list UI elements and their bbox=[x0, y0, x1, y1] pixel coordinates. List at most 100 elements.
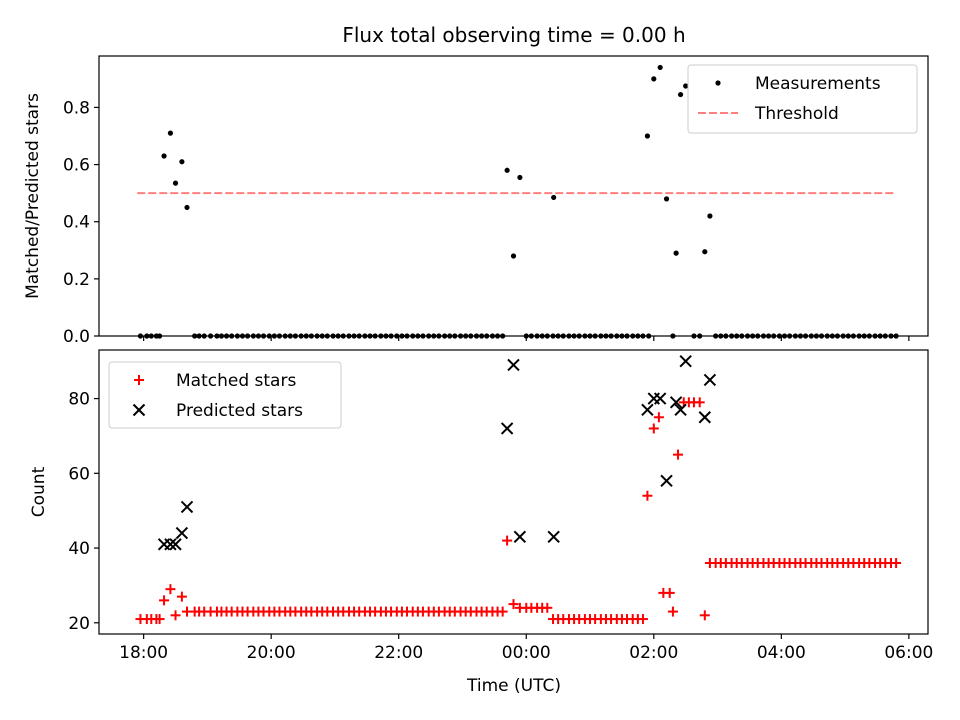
measurement-point bbox=[539, 333, 545, 339]
matched-stars-point bbox=[891, 558, 902, 568]
measurement-point bbox=[356, 333, 362, 339]
measurement-point bbox=[250, 333, 256, 339]
matched-stars-point bbox=[170, 610, 181, 621]
measurement-point bbox=[457, 333, 464, 339]
x-tick-label: 22:00 bbox=[374, 643, 423, 663]
predicted-stars-point bbox=[674, 403, 687, 416]
measurement-point bbox=[697, 333, 703, 339]
measurement-point bbox=[702, 249, 708, 255]
measurement-point bbox=[282, 333, 288, 339]
measurement-point bbox=[351, 333, 357, 339]
measurement-point bbox=[404, 333, 410, 339]
measurement-point bbox=[260, 333, 267, 339]
measurement-point bbox=[340, 333, 346, 339]
y-tick-label: 60 bbox=[68, 464, 90, 484]
measurement-point bbox=[463, 333, 469, 339]
measurement-point bbox=[797, 333, 804, 339]
measurement-point bbox=[234, 333, 240, 339]
measurement-point bbox=[335, 333, 341, 339]
measurement-point bbox=[560, 333, 566, 339]
measurement-point bbox=[207, 333, 214, 339]
measurement-point bbox=[872, 333, 878, 339]
measurement-point bbox=[781, 333, 788, 339]
predicted-stars-point bbox=[513, 530, 527, 544]
x-tick-label: 02:00 bbox=[629, 643, 678, 663]
measurement-point bbox=[484, 333, 490, 339]
measurement-point bbox=[555, 333, 561, 339]
measurement-point bbox=[388, 333, 394, 339]
bottom-panel-counts: 18:00 20:00 22:00 00:00 02:00 04:00 06:00 20 40 6… bbox=[29, 349, 933, 663]
measurement-point bbox=[148, 333, 154, 339]
predicted-stars-point bbox=[169, 538, 182, 551]
measurement-point bbox=[571, 333, 577, 339]
measurement-point bbox=[683, 83, 689, 89]
measurement-point bbox=[172, 180, 179, 186]
y-axis-label: Count bbox=[29, 466, 49, 517]
measurement-point bbox=[792, 333, 798, 339]
measurement-point bbox=[218, 333, 225, 339]
legend-item: Measurements bbox=[715, 74, 881, 94]
measurement-point bbox=[765, 333, 772, 339]
predicted-stars-point bbox=[175, 526, 189, 540]
matched-stars-point bbox=[637, 614, 648, 625]
measurement-point bbox=[582, 333, 588, 339]
measurement-point bbox=[824, 333, 830, 339]
matched-stars-point bbox=[694, 397, 705, 408]
measurement-point bbox=[739, 333, 745, 339]
measurement-point bbox=[167, 130, 174, 136]
measurement-point bbox=[598, 333, 604, 339]
measurement-point bbox=[635, 333, 641, 339]
measurement-point bbox=[787, 333, 793, 339]
predicted-stars-point bbox=[698, 411, 712, 424]
matched-stars-point bbox=[648, 423, 659, 434]
measurement-point bbox=[808, 333, 814, 339]
matched-stars-point bbox=[664, 587, 675, 598]
measurement-point bbox=[576, 333, 582, 339]
legend-swatch bbox=[132, 403, 146, 417]
x-tick-label: 00:00 bbox=[502, 643, 551, 663]
y-tick-label: 0.8 bbox=[63, 98, 90, 118]
legend-swatch bbox=[715, 80, 721, 86]
measurement-point bbox=[544, 333, 550, 339]
matched-stars-point bbox=[159, 595, 170, 606]
y-tick-label: 80 bbox=[68, 390, 90, 410]
measurement-point bbox=[223, 333, 230, 339]
y-tick-label: 0.6 bbox=[63, 156, 90, 176]
measurement-point bbox=[214, 333, 220, 339]
measurement-point bbox=[861, 333, 867, 339]
measurement-point bbox=[473, 333, 480, 339]
measurement-point bbox=[624, 333, 630, 339]
measurement-point bbox=[614, 333, 620, 339]
measurement-point bbox=[489, 333, 496, 339]
measurement-point bbox=[888, 333, 894, 339]
measurement-point bbox=[394, 333, 400, 339]
measurement-point bbox=[415, 333, 421, 339]
predicted-stars-point bbox=[669, 396, 683, 409]
predicted-stars-point bbox=[180, 500, 194, 514]
matched-stars-point bbox=[502, 535, 513, 546]
measurement-point bbox=[510, 253, 517, 259]
measurement-point bbox=[346, 333, 352, 339]
measurement-point bbox=[330, 333, 336, 339]
measurement-point bbox=[244, 333, 251, 339]
measurement-point bbox=[677, 91, 684, 98]
measurement-point bbox=[276, 333, 283, 339]
measurement-point bbox=[663, 196, 670, 202]
measurement-point bbox=[229, 333, 235, 339]
measurement-point bbox=[436, 333, 442, 339]
legend-swatch bbox=[134, 375, 144, 385]
measurement-point bbox=[834, 333, 841, 339]
measurement-point bbox=[829, 333, 835, 339]
matched-stars-point bbox=[673, 449, 684, 460]
matched-stars-point bbox=[508, 599, 519, 610]
predicted-stars-point bbox=[547, 530, 560, 544]
measurement-point bbox=[298, 333, 304, 339]
measurement-point bbox=[528, 333, 534, 339]
measurement-point bbox=[728, 333, 735, 339]
measurement-point bbox=[144, 333, 150, 339]
y-tick-label: 0.0 bbox=[63, 327, 90, 347]
measurement-point bbox=[367, 333, 373, 339]
legend-label: Threshold bbox=[754, 104, 839, 124]
measurement-point bbox=[734, 333, 740, 339]
measurement-point bbox=[744, 333, 751, 339]
